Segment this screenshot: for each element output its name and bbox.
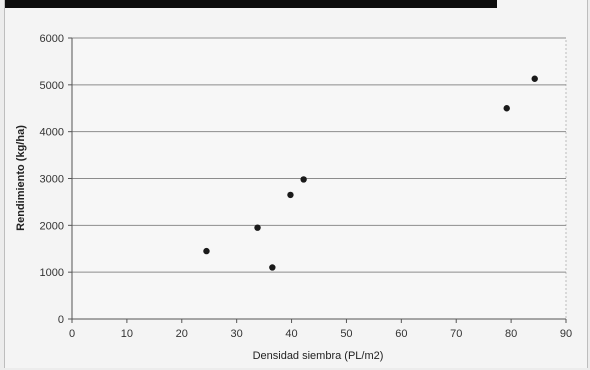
data-point-5 (300, 176, 307, 183)
x-tick-labels: 0 10 20 30 40 50 60 70 80 90 (69, 328, 572, 340)
y-tick-labels: 0 1000 2000 3000 4000 5000 6000 (40, 33, 64, 326)
y-tick-label: 2000 (40, 220, 64, 232)
data-point-6 (503, 105, 510, 112)
data-point-7 (531, 75, 538, 82)
y-tick-label: 0 (58, 314, 64, 326)
x-tick-label: 70 (450, 328, 462, 340)
data-point-3 (269, 264, 276, 271)
x-tick-label: 20 (176, 328, 188, 340)
data-point-1 (203, 247, 210, 255)
x-tick-label: 10 (121, 328, 133, 340)
y-tick-label: 4000 (40, 127, 64, 139)
y-tick-label: 3000 (40, 174, 64, 186)
x-tick-label: 60 (395, 328, 407, 340)
x-tick-label: 50 (340, 328, 352, 340)
x-tick-label: 0 (69, 328, 75, 340)
y-tick-label: 6000 (40, 33, 64, 45)
y-tick-label: 5000 (40, 80, 64, 92)
axes (68, 37, 567, 323)
x-tick-label: 30 (231, 328, 243, 340)
x-axis-title: Densidad siembra (PL/m2) (253, 350, 384, 362)
gridlines (72, 37, 566, 273)
x-tick-label: 40 (285, 328, 297, 340)
top-edge-bar (5, 0, 497, 8)
y-tick-label: 1000 (40, 267, 64, 279)
data-point-2 (254, 224, 261, 231)
data-points (203, 75, 538, 271)
x-tick-label: 90 (560, 328, 572, 340)
y-axis-title: Rendimiento (kg/ha) (15, 125, 27, 231)
x-tick-label: 80 (505, 328, 517, 340)
data-point-4 (287, 191, 294, 199)
